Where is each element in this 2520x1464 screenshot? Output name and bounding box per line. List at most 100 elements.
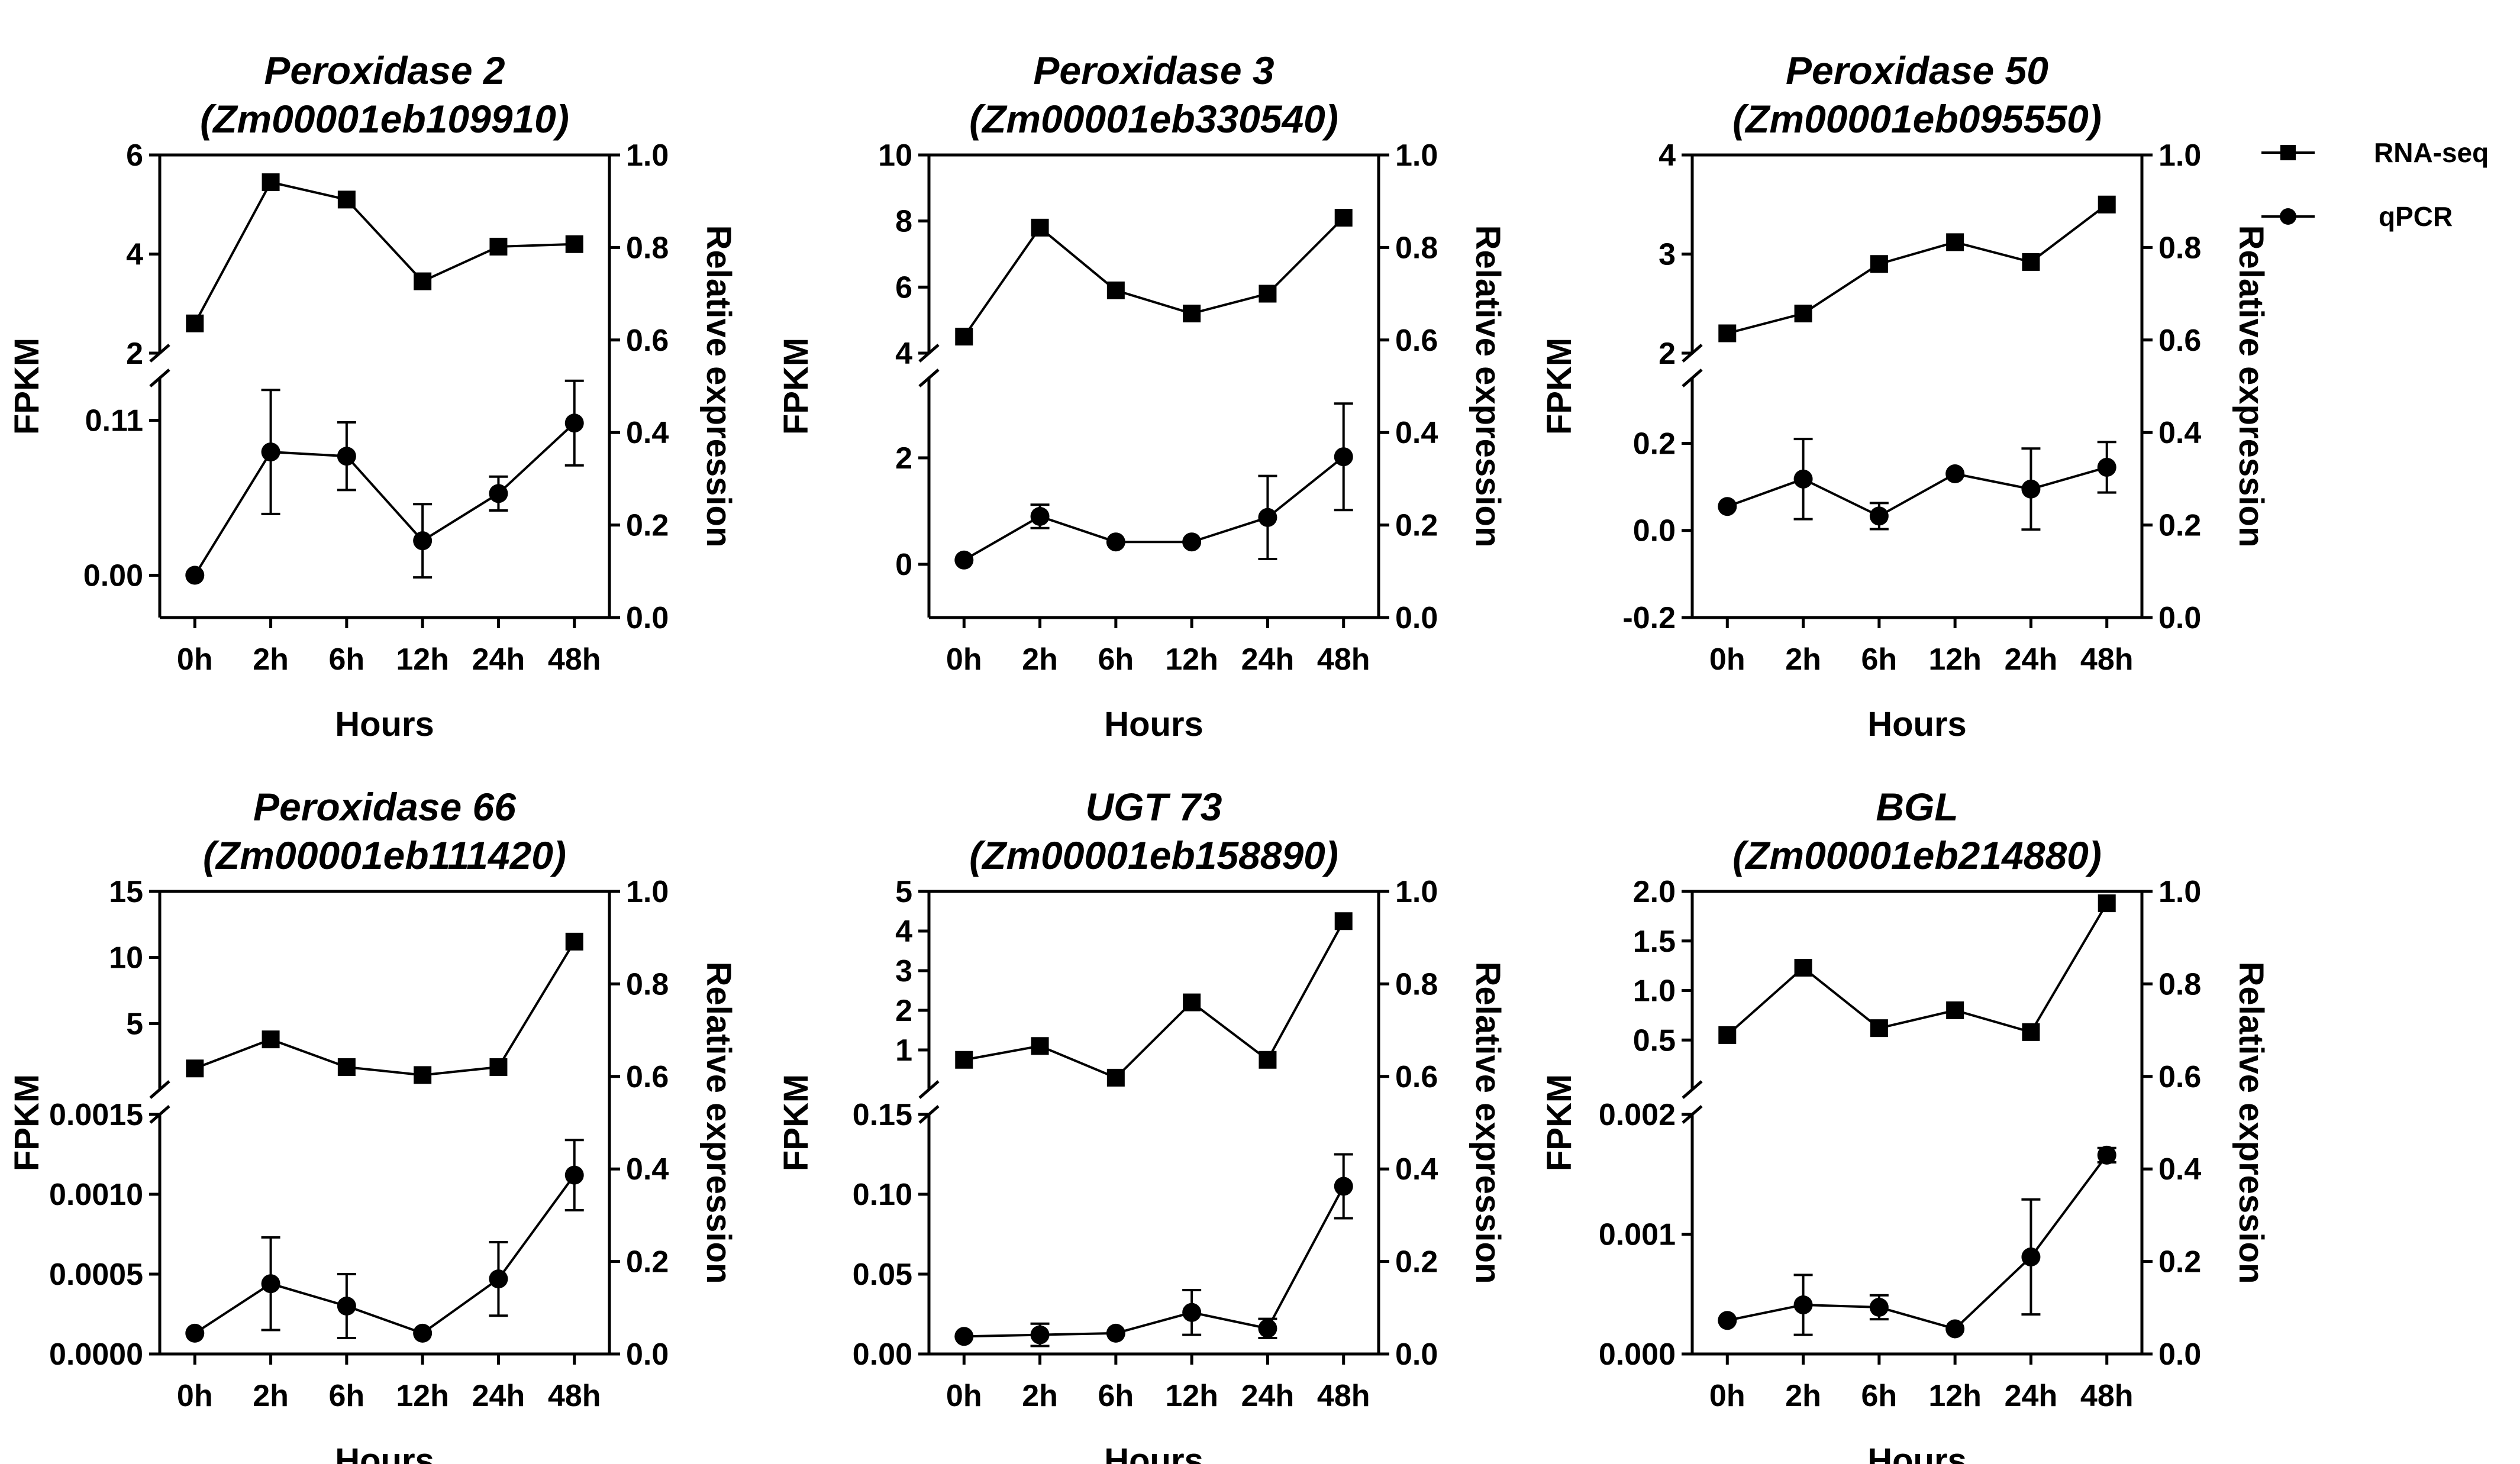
right-tick-label: 0.0 bbox=[626, 1337, 669, 1372]
right-tick-label: 0.8 bbox=[626, 231, 669, 265]
x-axis-label: Hours bbox=[1867, 705, 1967, 744]
qpcr-point bbox=[1334, 1177, 1353, 1196]
qpcr-point bbox=[185, 1323, 205, 1343]
series-rnaseq bbox=[1718, 894, 2116, 1044]
x-tick-label: 6h bbox=[329, 642, 365, 677]
rnaseq-point bbox=[1106, 281, 1125, 299]
right-tick-label: 0.4 bbox=[626, 1152, 669, 1187]
y-axis-label-right: Relative expression bbox=[2232, 225, 2270, 548]
axis-break-mark bbox=[149, 369, 170, 387]
lower-tick-label: 0.10 bbox=[853, 1178, 912, 1212]
right-tick-label: 1.0 bbox=[1395, 875, 1438, 909]
x-tick-label: 6h bbox=[1098, 1379, 1134, 1413]
x-tick-label: 0h bbox=[177, 642, 213, 677]
x-tick-label: 0h bbox=[946, 642, 982, 677]
qpcr-point bbox=[261, 442, 280, 462]
qpcr-point bbox=[1106, 532, 1125, 552]
right-tick-label: 0.4 bbox=[1395, 1152, 1438, 1187]
qpcr-point bbox=[1869, 506, 1889, 526]
legend-qpcr-label: qPCR bbox=[2379, 201, 2453, 232]
qpcr-point bbox=[1334, 447, 1353, 467]
right-tick-label: 0.4 bbox=[2158, 416, 2201, 450]
lower-tick-label: 2 bbox=[895, 441, 912, 476]
upper-tick-label: 1.0 bbox=[1633, 974, 1676, 1009]
x-axis-label: Hours bbox=[335, 1442, 434, 1464]
lower-tick-label: 0.00 bbox=[83, 559, 143, 593]
qpcr-point bbox=[2097, 457, 2116, 477]
rnaseq-point bbox=[337, 1058, 356, 1077]
series-line bbox=[1727, 203, 2108, 335]
rnaseq-point bbox=[1870, 1019, 1888, 1038]
x-tick-label: 24h bbox=[472, 1379, 525, 1413]
right-tick-label: 0.6 bbox=[626, 1060, 669, 1094]
x-tick-label: 12h bbox=[1165, 1379, 1218, 1413]
rnaseq-point bbox=[1334, 209, 1353, 227]
upper-tick-label: 0.5 bbox=[1633, 1023, 1676, 1058]
rnaseq-point bbox=[1794, 958, 1812, 977]
rnaseq-point bbox=[2022, 1023, 2040, 1041]
x-tick-label: 0h bbox=[946, 1379, 982, 1413]
panel-title-line: (Zm00001eb158890) bbox=[969, 833, 1338, 877]
right-tick-label: 0.8 bbox=[626, 967, 669, 1001]
panel-6: BGL(Zm00001eb214880) 0.5 1.0 1.5 2.0 0.000 0.0… bbox=[1540, 785, 2270, 1464]
series-line bbox=[963, 455, 1344, 561]
x-tick-label: 0h bbox=[1709, 1379, 1745, 1413]
panel-title-line: (Zm00001eb214880) bbox=[1732, 833, 2102, 877]
x-tick-label: 24h bbox=[1241, 642, 1295, 677]
right-tick-label: 0.8 bbox=[2158, 967, 2201, 1001]
x-tick-label: 6h bbox=[1861, 1379, 1898, 1413]
rnaseq-point bbox=[1106, 1068, 1125, 1087]
right-tick-label: 0.6 bbox=[2158, 324, 2201, 358]
qpcr-point bbox=[954, 1327, 974, 1346]
upper-tick-label: 5 bbox=[126, 1007, 143, 1041]
right-tick-label: 0.0 bbox=[2158, 601, 2201, 635]
x-tick-label: 2h bbox=[1785, 1379, 1821, 1413]
upper-tick-label: 3 bbox=[895, 954, 912, 988]
rnaseq-point bbox=[337, 190, 356, 209]
y-axis-label-left: FPKM bbox=[777, 1074, 815, 1171]
upper-tick-label: 10 bbox=[109, 941, 143, 975]
y-axis-label-left: FPKM bbox=[777, 338, 815, 435]
panel-title-line: Peroxidase 50 bbox=[1786, 49, 2048, 92]
series-line bbox=[194, 1174, 576, 1335]
axis-break-mark bbox=[149, 1080, 170, 1099]
right-tick-label: 0.0 bbox=[626, 601, 669, 635]
rnaseq-point bbox=[565, 932, 583, 951]
upper-tick-label: 4 bbox=[895, 337, 912, 371]
upper-tick-label: 2 bbox=[1659, 337, 1676, 371]
x-tick-label: 2h bbox=[1022, 1379, 1058, 1413]
x-axis-label: Hours bbox=[1867, 1442, 1967, 1464]
qpcr-point bbox=[1106, 1323, 1125, 1343]
right-tick-label: 1.0 bbox=[1395, 138, 1438, 173]
right-tick-label: 0.0 bbox=[1395, 601, 1438, 635]
x-tick-label: 6h bbox=[329, 1379, 365, 1413]
panel-title-line: Peroxidase 3 bbox=[1033, 49, 1274, 92]
qpcr-point bbox=[1718, 497, 1737, 516]
right-tick-label: 0.6 bbox=[626, 324, 669, 358]
lower-tick-label: 0.00 bbox=[853, 1337, 912, 1372]
right-tick-label: 0.6 bbox=[1395, 324, 1438, 358]
series-qpcr bbox=[954, 1153, 1353, 1347]
panel-title-line: (Zm00001eb095550) bbox=[1732, 97, 2102, 141]
lower-tick-label: 0 bbox=[895, 548, 912, 582]
series-line bbox=[963, 920, 1345, 1080]
qpcr-point bbox=[337, 1297, 356, 1316]
x-tick-label: 6h bbox=[1861, 642, 1898, 677]
qpcr-point bbox=[413, 1323, 433, 1343]
axis-break-mark bbox=[1682, 369, 1703, 387]
x-tick-label: 48h bbox=[1317, 1379, 1370, 1413]
rnaseq-point bbox=[955, 1051, 973, 1069]
rnaseq-point bbox=[2022, 253, 2040, 271]
x-tick-label: 0h bbox=[1709, 642, 1745, 677]
right-tick-label: 0.6 bbox=[1395, 1060, 1438, 1094]
right-tick-label: 0.4 bbox=[1395, 416, 1438, 450]
right-tick-label: 0.2 bbox=[1395, 1245, 1438, 1279]
y-axis-label-right: Relative expression bbox=[1469, 962, 1507, 1284]
series-rnaseq bbox=[186, 173, 583, 332]
y-axis-label-right: Relative expression bbox=[2232, 962, 2270, 1284]
upper-tick-label: 8 bbox=[895, 205, 912, 239]
right-tick-label: 0.8 bbox=[1395, 967, 1438, 1001]
right-tick-label: 0.6 bbox=[2158, 1060, 2201, 1094]
right-tick-label: 1.0 bbox=[2158, 138, 2201, 173]
x-tick-label: 6h bbox=[1098, 642, 1134, 677]
